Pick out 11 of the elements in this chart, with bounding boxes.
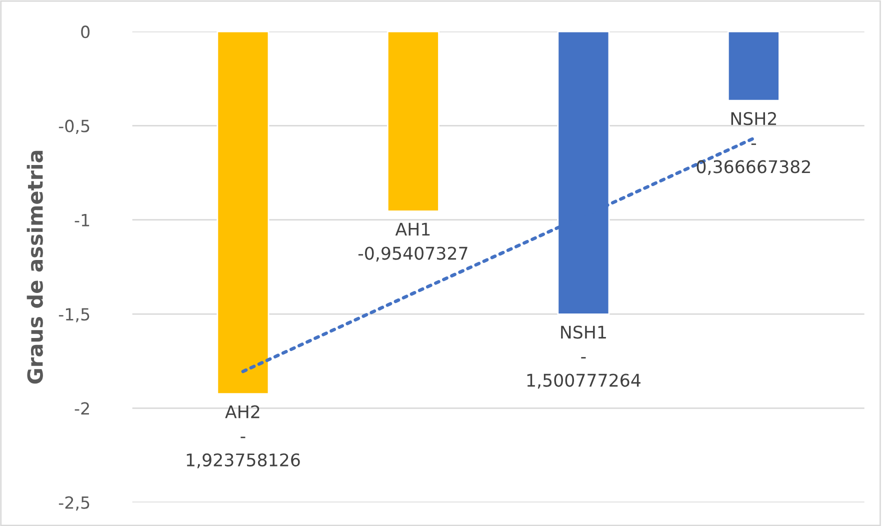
y-tick-label: -2 [74,402,89,415]
data-label: NSH1 - 1,500777264 [527,326,640,389]
y-tick-label: 0 [81,26,90,38]
data-label: AH2 - 1,923758126 [186,405,300,468]
y-tick-label: -1 [74,214,90,226]
y-tick-label: -0,5 [58,120,90,134]
y-tick-label: -2,5 [58,496,90,511]
data-label: NSH2 - 0,366667382 [696,112,810,176]
y-tick-label: -1,5 [58,308,90,322]
data-label: AH1 -0,95407327 [358,222,468,262]
y-axis-title: Graus de assimetria [26,150,43,384]
